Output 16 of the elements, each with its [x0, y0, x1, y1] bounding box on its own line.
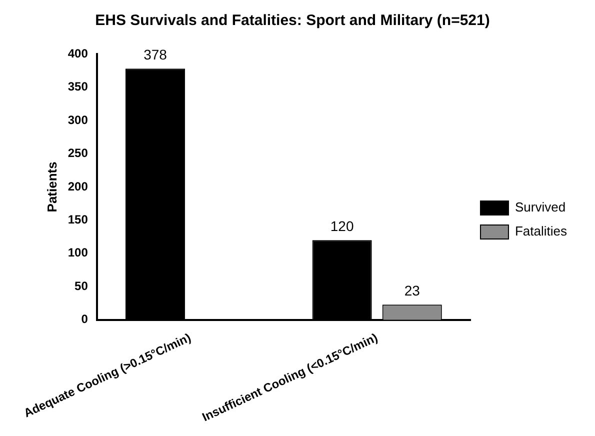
data-label: 120: [330, 218, 354, 234]
legend-label: Fatalities: [514, 224, 568, 239]
legend-label: Survived: [514, 200, 566, 215]
y-tick-label: 150: [68, 212, 88, 226]
y-tick-label: 250: [68, 146, 88, 160]
data-label: 23: [404, 282, 420, 298]
y-tick-label: 50: [74, 278, 88, 293]
y-axis-title: Patients: [44, 162, 60, 212]
data-label: 378: [144, 46, 168, 62]
y-tick-label: 100: [68, 246, 88, 260]
chart-title: EHS Survivals and Fatalities: Sport and Military (n=521): [95, 12, 490, 30]
y-tick-label: 200: [68, 179, 88, 194]
y-tick-label: 400: [68, 46, 88, 60]
y-tick-label: 300: [68, 112, 88, 127]
y-tick-label: 0: [81, 312, 88, 326]
y-tick-label: 350: [68, 80, 88, 94]
